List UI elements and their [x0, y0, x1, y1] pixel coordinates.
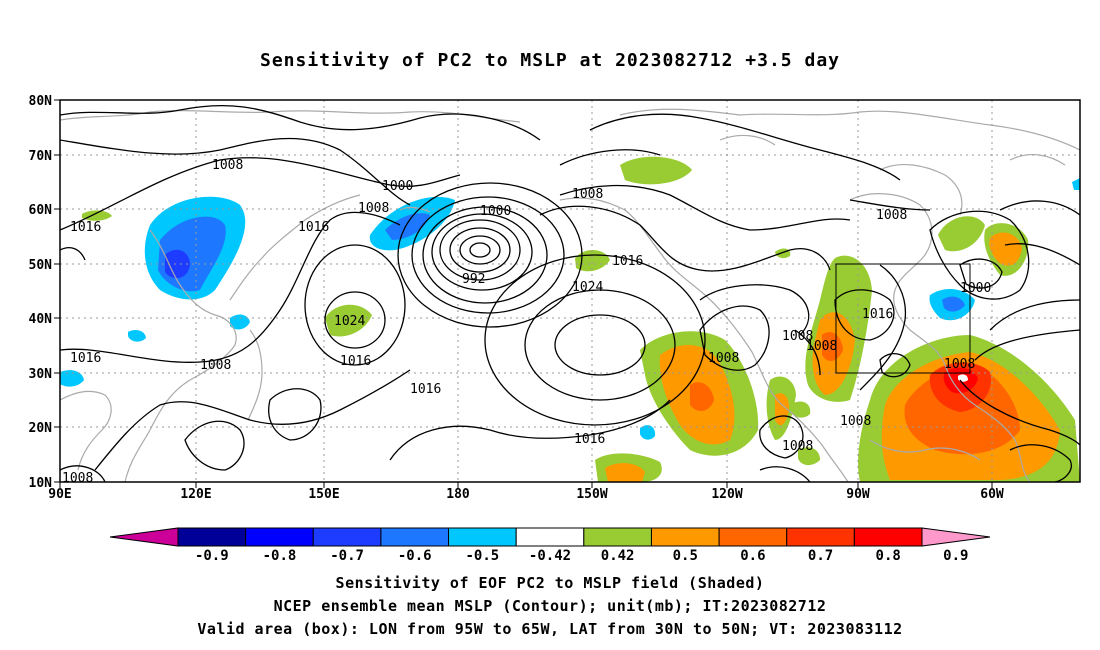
contour-label: 1008: [782, 439, 813, 454]
lat-label: 50N: [29, 258, 53, 273]
contour-label: 1008: [358, 201, 389, 216]
contour-label: 1016: [574, 432, 605, 447]
positive-sensitivity-region: [82, 210, 112, 221]
positive-sensitivity-region: [989, 232, 1022, 266]
chart-title: Sensitivity of PC2 to MSLP at 2023082712…: [259, 50, 840, 71]
contour-label: 1000: [382, 179, 413, 194]
colorbar-label: 0.42: [601, 548, 635, 564]
positive-sensitivity-region: [822, 332, 843, 362]
mslp-contours: [60, 104, 1080, 482]
longitude-labels: 90E 120E 150E 180 150W 120W 90W 60W: [48, 487, 1004, 502]
negative-sensitivity-region: [128, 330, 146, 342]
colorbar-label: -0.6: [398, 548, 432, 564]
lon-label: 90E: [48, 487, 71, 502]
colorbar-swatch: [786, 527, 855, 547]
positive-sensitivity-region: [938, 216, 985, 252]
contour-label: 1000: [480, 204, 511, 219]
contour-label: 1008: [708, 351, 739, 366]
negative-sensitivity-region: [942, 296, 965, 312]
colorbar-label: -0.42: [529, 548, 571, 564]
lat-label: 30N: [29, 367, 53, 382]
caption-line-2: NCEP ensemble mean MSLP (Contour); unit(…: [273, 597, 827, 615]
colorbar-low-end: [109, 527, 179, 547]
contour-label: 1008: [200, 358, 231, 373]
lat-label: 20N: [29, 421, 53, 436]
graticule: [60, 100, 1080, 482]
colorbar-label: -0.7: [330, 548, 364, 564]
contour-label: 1008: [572, 187, 603, 202]
lon-label: 120E: [180, 487, 211, 502]
positive-sensitivity-region: [790, 401, 811, 418]
colorbar-label: 0.6: [740, 548, 765, 564]
contour-label: 1024: [572, 280, 603, 295]
contour-label: 1016: [70, 351, 101, 366]
lat-label: 60N: [29, 203, 53, 218]
colorbar-swatch: [245, 527, 314, 547]
lat-label: 40N: [29, 312, 53, 327]
contour-labels: 1008 1016 1000 1008 1016 1000 1008 992 1…: [62, 158, 991, 486]
lon-label: 90W: [846, 487, 870, 502]
negative-sensitivity-region: [640, 425, 656, 440]
contour-label: 1016: [612, 254, 643, 269]
axis-ticks: [54, 99, 993, 488]
latitude-labels: 80N 70N 60N 50N 40N 30N 20N 10N: [29, 94, 53, 491]
caption-line-3: Valid area (box): LON from 95W to 65W, L…: [197, 620, 903, 638]
positive-sensitivity-region: [325, 304, 372, 337]
contour-label: 1008: [212, 158, 243, 173]
colorbar-label: -0.5: [466, 548, 500, 564]
colorbar: -0.9 -0.8 -0.7 -0.6 -0.5 -0.42 0.42 0.5 0.6 0.7 0.…: [109, 527, 991, 564]
colorbar-swatch: [312, 527, 382, 547]
negative-sensitivity-region: [165, 249, 190, 279]
colorbar-swatch: [448, 527, 517, 547]
contour-label: 1024: [334, 314, 365, 329]
colorbar-label: 0.7: [808, 548, 833, 564]
colorbar-label: 0.8: [876, 548, 901, 564]
lon-label: 150E: [308, 487, 339, 502]
lat-label: 70N: [29, 149, 53, 164]
lon-label: 180: [446, 487, 470, 502]
contour-label: 1008: [876, 208, 907, 223]
colorbar-swatch: [583, 527, 652, 547]
colorbar-swatch: [515, 527, 585, 547]
colorbar-label: -0.9: [195, 548, 229, 564]
contour-label: 1016: [70, 220, 101, 235]
negative-sensitivity-region: [385, 213, 430, 240]
positive-sensitivity-region: [690, 382, 714, 412]
lon-label: 150W: [576, 487, 607, 502]
contour-label: 1008: [782, 329, 813, 344]
contour-label: 1008: [944, 357, 975, 372]
colorbar-swatch: [177, 527, 247, 547]
negative-sensitivity-region: [1072, 178, 1080, 190]
caption-line-1: Sensitivity of EOF PC2 to MSLP field (Sh…: [335, 574, 765, 592]
contour-label: 1008: [840, 414, 871, 429]
contour-label: 1016: [340, 354, 371, 369]
negative-sensitivity-region: [60, 370, 84, 387]
positive-sensitivity-region: [605, 463, 645, 482]
positive-sensitivity-region: [798, 447, 820, 466]
contour-label: 1000: [960, 281, 991, 296]
colorbar-swatch: [853, 527, 923, 547]
colorbar-swatch: [380, 527, 450, 547]
coastline-layer: [60, 108, 1080, 482]
lon-label: 60W: [980, 487, 1004, 502]
positive-sensitivity-region: [620, 156, 692, 185]
colorbar-label: 0.5: [673, 548, 698, 564]
valid-area-box: [835, 263, 971, 374]
lat-label: 10N: [29, 476, 53, 491]
contour-label: 1016: [410, 382, 441, 397]
contour-label: 1008: [62, 471, 93, 486]
contour-label: 992: [462, 272, 485, 287]
contour-label: 1016: [298, 220, 329, 235]
contour-label: 1016: [862, 307, 893, 322]
colorbar-swatch: [718, 527, 788, 547]
lat-label: 80N: [29, 94, 53, 109]
colorbar-label: 0.9: [943, 548, 968, 564]
colorbar-high-end: [921, 527, 991, 547]
colorbar-swatch: [650, 527, 720, 547]
contour-label: 1008: [806, 339, 837, 354]
colorbar-label: -0.8: [263, 548, 297, 564]
lon-label: 120W: [711, 487, 742, 502]
plot-frame: [59, 99, 1081, 483]
